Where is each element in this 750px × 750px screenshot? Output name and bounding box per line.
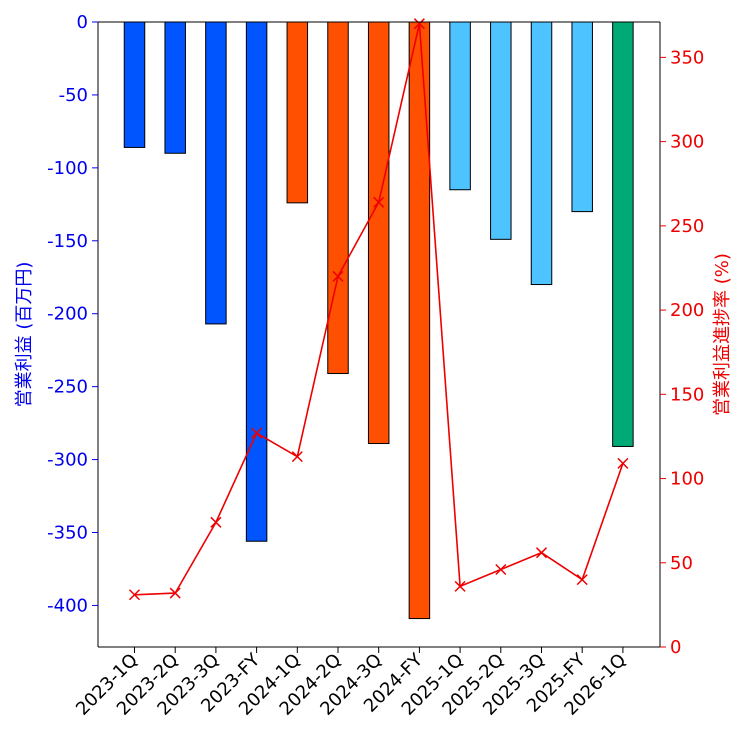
right-tick-label: 0 [670,637,681,658]
progress-marker-2023-2Q [169,587,181,599]
progress-marker-2025-FY [576,574,588,586]
left-tick-label: -50 [59,85,88,106]
bar-2024-1Q [286,21,309,204]
marker-stroke [535,547,548,559]
bar-2023-3Q [205,21,227,325]
left-tick-label: -200 [47,304,88,325]
left-tick-label: -300 [47,450,88,471]
bar-2023-FY [245,21,268,542]
progress-marker-2023-FY [251,427,263,439]
left-tick-label: -100 [47,158,88,179]
y-axis-label-left: 営業利益 (百万円) [14,262,35,408]
marker-stroke [291,451,303,463]
progress-marker-2024-1Q [291,451,303,463]
marker-stroke [454,580,466,592]
marker-stroke [251,427,263,439]
bar-2023-2Q [164,21,186,154]
line-series [128,18,629,601]
right-tick-label: 150 [670,384,704,405]
bar-2025-3Q [530,21,553,286]
right-tick-label: 350 [670,47,704,68]
bar-2025-1Q [449,21,471,191]
right-tick-label: 300 [670,132,704,153]
bar-2025-2Q [490,21,512,240]
marker-stroke [576,574,588,586]
progress-marker-2025-3Q [535,547,548,559]
marker-stroke [128,589,141,601]
progress-marker-2025-2Q [495,563,507,576]
progress-marker-2025-1Q [454,580,466,592]
bar-series [123,21,634,620]
marker-stroke [210,516,222,528]
marker-stroke [413,18,425,30]
progress-marker-2024-2Q [332,270,344,282]
right-tick-label: 250 [670,216,704,237]
bar-2026-1Q [612,21,634,447]
marker-stroke [169,587,181,599]
y-axis-label-right: 営業利益進捗率 (%) [712,253,733,416]
bar-2023-1Q [123,21,146,148]
progress-marker-2026-1Q [617,457,629,469]
marker-stroke [332,270,344,282]
right-tick-label: 100 [670,469,704,490]
progress-marker-2024-3Q [373,196,385,208]
axes [92,21,666,653]
progress-marker-2023-3Q [210,516,222,528]
marker-stroke [373,196,385,208]
left-tick-label: -400 [47,595,88,616]
bar-2024-2Q [327,21,349,375]
left-tick-label: -250 [47,377,88,398]
left-tick-label: -150 [47,231,88,252]
left-tick-label: -350 [47,523,88,544]
marker-stroke [617,457,629,469]
progress-marker-2024-FY [413,18,425,30]
marker-stroke [495,563,507,576]
bar-2025-FY [571,21,593,213]
bar-2024-FY [408,21,431,620]
progress-marker-2023-1Q [128,589,141,601]
left-tick-label: 0 [77,12,88,33]
right-tick-label: 50 [670,553,693,574]
right-tick-label: 200 [670,300,704,321]
bar-2024-3Q [367,21,390,445]
